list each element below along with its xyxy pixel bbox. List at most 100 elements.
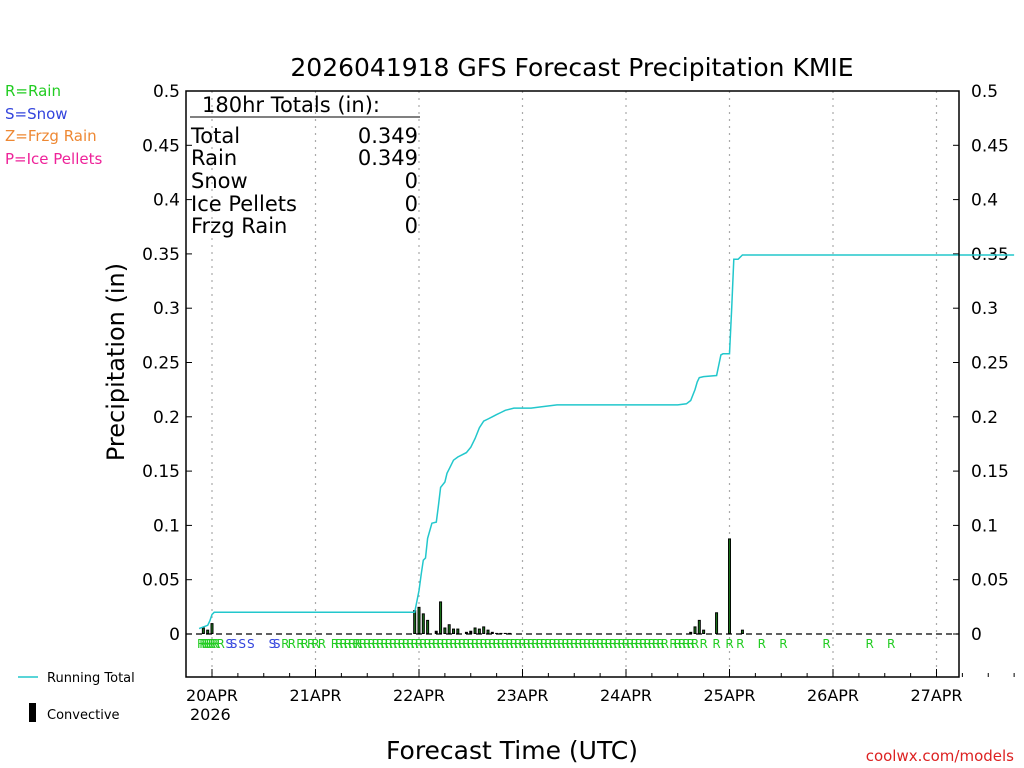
totals-label-rain: Rain bbox=[191, 146, 237, 170]
convective-bar bbox=[434, 630, 438, 634]
precip-type-marker: R bbox=[656, 637, 664, 651]
precip-type-marker: R bbox=[505, 637, 513, 651]
precip-type-marker: R bbox=[311, 637, 319, 651]
precip-type-marker: R bbox=[389, 637, 397, 651]
precip-type-marker: R bbox=[661, 637, 669, 651]
y-tick-label-left: 0.4 bbox=[153, 191, 180, 211]
precip-type-marker: R bbox=[335, 637, 343, 651]
precip-type-marker: R bbox=[475, 637, 483, 651]
x-tick-label: 20APR bbox=[186, 686, 238, 705]
precip-type-marker: R bbox=[415, 637, 423, 651]
convective-bar-fill bbox=[703, 630, 705, 633]
precip-type-marker: R bbox=[587, 637, 595, 651]
precip-type-marker: R bbox=[514, 637, 522, 651]
precip-type-marker: R bbox=[467, 637, 475, 651]
precip-type-marker: R bbox=[301, 637, 309, 651]
y-tick-label-right: 0.05 bbox=[971, 571, 1009, 591]
convective-bar-fill bbox=[422, 614, 424, 633]
precip-type-marker: R bbox=[669, 637, 677, 651]
precip-type-marker: R bbox=[630, 637, 638, 651]
precip-type-marker: R bbox=[199, 637, 207, 651]
precip-type-marker: R bbox=[380, 637, 388, 651]
convective-bar-fill bbox=[728, 539, 731, 633]
convective-bar-fill bbox=[487, 630, 489, 633]
precip-type-marker: R bbox=[471, 637, 479, 651]
convective-bar-fill bbox=[414, 611, 416, 633]
precip-type-marker: R bbox=[352, 637, 360, 651]
precip-type-marker: R bbox=[419, 637, 427, 651]
precip-type-marker: R bbox=[570, 637, 578, 651]
legend-snow: S=Snow bbox=[5, 105, 68, 123]
precip-type-marker: R bbox=[523, 637, 531, 651]
precip-type-marker: R bbox=[385, 637, 393, 651]
precip-type-marker: R bbox=[574, 637, 582, 651]
x-tick-label: 25APR bbox=[703, 686, 755, 705]
convective-bar bbox=[490, 631, 494, 634]
y-tick-label-left: 0.2 bbox=[153, 408, 180, 428]
convective-bar-fill bbox=[439, 602, 442, 633]
precip-type-marker: S bbox=[230, 637, 238, 651]
precip-type-marker: R bbox=[428, 637, 436, 651]
precip-type-marker: R bbox=[367, 637, 375, 651]
totals-value-total: 0.349 bbox=[358, 124, 418, 148]
y-ticks-left: 0.5 0.45 0.4 0.35 0.3 0.25 0.2 0.15 0.1 0.05 0 bbox=[142, 82, 192, 645]
convective-bar bbox=[503, 632, 507, 634]
precip-type-marker: R bbox=[436, 637, 444, 651]
y-tick-label-right: 0.45 bbox=[971, 136, 1009, 156]
precip-type-marker: R bbox=[626, 637, 634, 651]
precip-type-marker: R bbox=[592, 637, 600, 651]
precip-type-marker: R bbox=[406, 637, 414, 651]
y-tick-label-right: 0.3 bbox=[971, 299, 998, 319]
precip-type-marker: R bbox=[376, 637, 384, 651]
convective-bar-fill bbox=[483, 627, 485, 633]
totals-header: 180hr Totals (in): bbox=[202, 93, 380, 117]
precip-type-marker: S bbox=[273, 637, 281, 651]
convective-bar-fill bbox=[444, 628, 446, 633]
convective-bar-fill bbox=[448, 625, 450, 633]
precip-type-marker: R bbox=[480, 637, 488, 651]
precip-type-marker: R bbox=[518, 637, 526, 651]
precip-type-marker: R bbox=[561, 637, 569, 651]
y-tick-label-left: 0.45 bbox=[142, 136, 180, 156]
y-tick-label-left: 0.15 bbox=[142, 462, 180, 482]
precip-type-marker: R bbox=[536, 637, 544, 651]
convective-bar bbox=[689, 631, 693, 634]
precip-type-marker: R bbox=[492, 637, 500, 651]
precip-type-marker: R bbox=[441, 637, 449, 651]
convective-bar-fill bbox=[207, 630, 209, 633]
series-legend: Running Total Convective bbox=[18, 671, 135, 723]
precip-type-marker: R bbox=[622, 637, 630, 651]
precip-type-marker: R bbox=[216, 637, 224, 651]
y-tick-label-left: 0.3 bbox=[153, 299, 180, 319]
x-tick-label: 23APR bbox=[496, 686, 548, 705]
convective-bar-fill bbox=[694, 627, 696, 633]
y-tick-label-right: 0.5 bbox=[971, 82, 998, 102]
x-ticks: 20APR 21APR 22APR 23APR 24APR 25APR 26APR 27APR bbox=[186, 669, 1015, 705]
x-tick-label: 22APR bbox=[393, 686, 445, 705]
precip-type-marker: S bbox=[225, 637, 233, 651]
type-legend: R=Rain S=Snow Z=Frzg Rain P=Ice Pellets bbox=[5, 82, 102, 168]
precip-type-marker: R bbox=[687, 637, 695, 651]
precip-type-marker: R bbox=[411, 637, 419, 651]
convective-bar-fill bbox=[427, 620, 429, 633]
y-tick-label-left: 0.1 bbox=[153, 516, 180, 536]
totals-box: 180hr Totals (in): Total 0.349 Rain 0.34… bbox=[190, 93, 420, 238]
legend-frzg-rain: Z=Frzg Rain bbox=[5, 127, 97, 145]
precip-type-marker: R bbox=[359, 637, 367, 651]
precip-type-marker: R bbox=[531, 637, 539, 651]
precip-type-marker: R bbox=[344, 637, 352, 651]
precip-type-marker: R bbox=[682, 637, 690, 651]
y-tick-label-right: 0.4 bbox=[971, 191, 998, 211]
x-tick-label: 27APR bbox=[910, 686, 962, 705]
precip-type-marker: R bbox=[296, 637, 304, 651]
precip-type-marker: S bbox=[269, 637, 277, 651]
legend-running-total: Running Total bbox=[47, 671, 135, 686]
precip-type-marker: R bbox=[579, 637, 587, 651]
precip-type-marker: R bbox=[822, 637, 830, 651]
x-axis-label: Forecast Time (UTC) bbox=[386, 736, 638, 765]
precip-type-marker: R bbox=[445, 637, 453, 651]
precip-type-marker: R bbox=[544, 637, 552, 651]
y-ticks-right: 0.50.450.40.350.30.250.20.150.10.050 bbox=[953, 82, 1009, 645]
convective-bar-fill bbox=[457, 629, 459, 633]
